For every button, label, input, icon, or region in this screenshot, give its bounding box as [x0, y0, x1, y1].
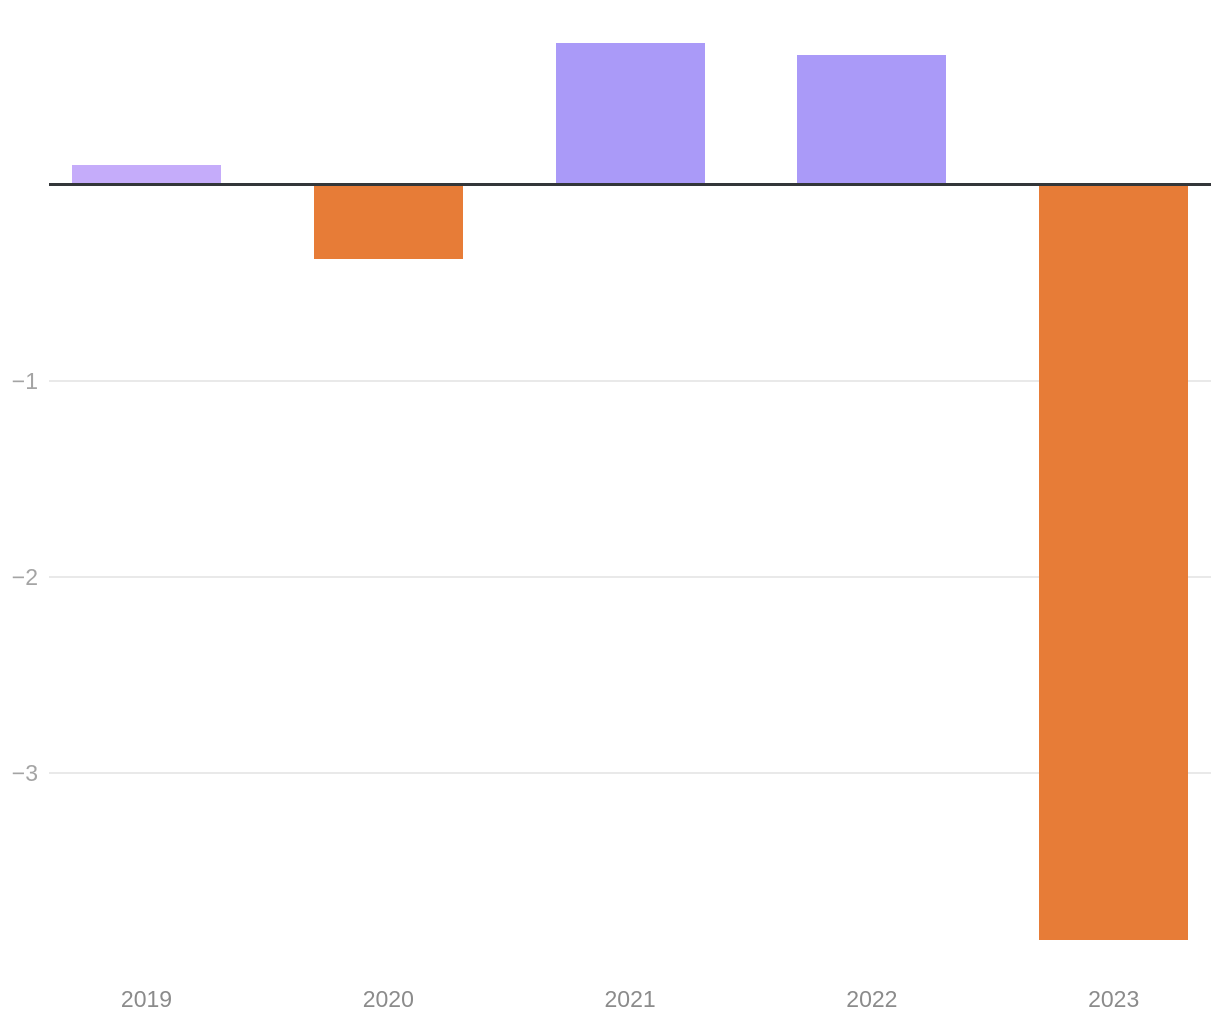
y-tick-label: −3: [11, 760, 38, 787]
y-tick-label: −2: [11, 563, 38, 590]
bar-2021[interactable]: [555, 43, 705, 186]
x-axis-label-2023: 2023: [1088, 986, 1140, 1012]
bar-2020[interactable]: [313, 183, 463, 259]
x-axis-label-2022: 2022: [846, 986, 898, 1012]
x-axis-label-2021: 2021: [604, 986, 656, 1012]
gridline: [49, 772, 1211, 775]
gridline: [49, 575, 1211, 578]
x-axis-label-2020: 2020: [362, 986, 414, 1012]
x-axis-zero-line: [49, 183, 1211, 186]
gridline: [49, 379, 1211, 382]
bar-2019[interactable]: [72, 164, 221, 186]
bar-2023[interactable]: [1039, 183, 1189, 940]
x-axis-label-2019: 2019: [120, 986, 173, 1012]
bar-2022[interactable]: [797, 54, 947, 186]
y-tick-label: −1: [11, 367, 38, 394]
